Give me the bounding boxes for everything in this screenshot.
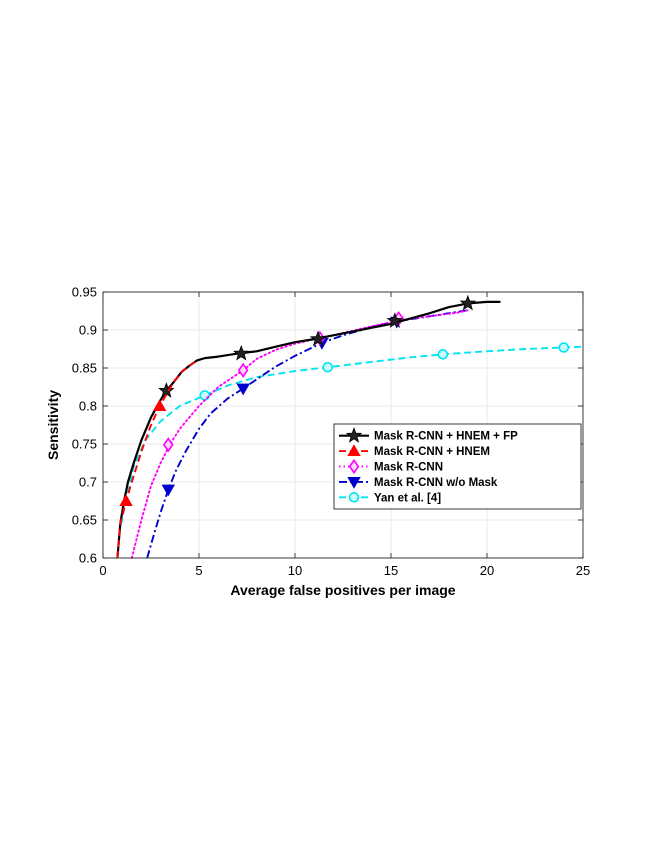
ticks: 0 5 10 15 20 25 0.6 0.65 0.7 0.75 0.8 0.85 0.9 0.95 [72,285,591,579]
x-tick-label: 20 [480,563,494,578]
legend-box [333,423,582,510]
x-tick-label: 25 [576,563,590,578]
legend-marker [348,458,360,475]
legend-label: Yan et al. [4] [374,492,441,504]
legend-entry: Mask R-CNN + HNEM + FP [339,427,518,443]
series-4 [116,342,584,559]
legend-marker [345,427,363,443]
y-tick-label: 0.65 [72,513,97,528]
series-marker [309,330,327,347]
y-axis-title: Sensitivity [45,390,61,460]
legend-entry: Yan et al. [4] [339,492,441,504]
legend-label: Mask R-CNN [374,462,443,474]
series-marker [558,342,570,353]
series-marker [386,312,404,328]
y-tick-label: 0.75 [72,437,97,452]
legend-label: Mask R-CNN w/o Mask [374,477,498,489]
series-1 [116,359,198,559]
series-line [116,300,501,559]
y-tick-label: 0.8 [79,399,97,414]
legend-marker [348,492,360,503]
series-marker [152,399,167,411]
series-marker [236,383,250,396]
series-marker [437,349,449,360]
series-line [116,359,198,559]
series-marker [119,494,133,506]
series-line [116,345,584,559]
y-tick-label: 0.85 [72,361,97,376]
x-tick-label: 10 [288,563,302,578]
x-tick-label: 15 [384,563,398,578]
legend-label: Mask R-CNN + HNEM + FP [374,431,518,443]
series-0 [116,294,501,559]
x-tick-label: 5 [195,563,202,578]
y-tick-label: 0.9 [79,323,97,338]
y-tick-label: 0.95 [72,285,97,300]
legend-marker [347,444,361,457]
legend-entry: Mask R-CNN [339,458,443,475]
y-tick-label: 0.6 [79,551,97,566]
legend-marker [347,476,361,489]
series-marker [233,344,250,361]
legend-label: Mask R-CNN + HNEM [374,446,490,458]
series-marker [162,437,174,453]
y-tick-label: 0.7 [79,475,97,490]
legend: Mask R-CNN + HNEM + FP Mask R-CNN + HNEM M… [333,423,582,510]
legend-entry: Mask R-CNN + HNEM [339,444,490,458]
series-marker [158,382,175,398]
series-marker [322,361,333,373]
plot-border [102,291,584,559]
x-axis-title: Average false positives per image [230,582,455,598]
series-marker [459,294,477,311]
series-marker [237,362,249,378]
x-tick-label: 0 [99,563,106,578]
series-layer [116,294,584,559]
series-marker [161,484,175,497]
legend-entry: Mask R-CNN w/o Mask [339,477,498,489]
